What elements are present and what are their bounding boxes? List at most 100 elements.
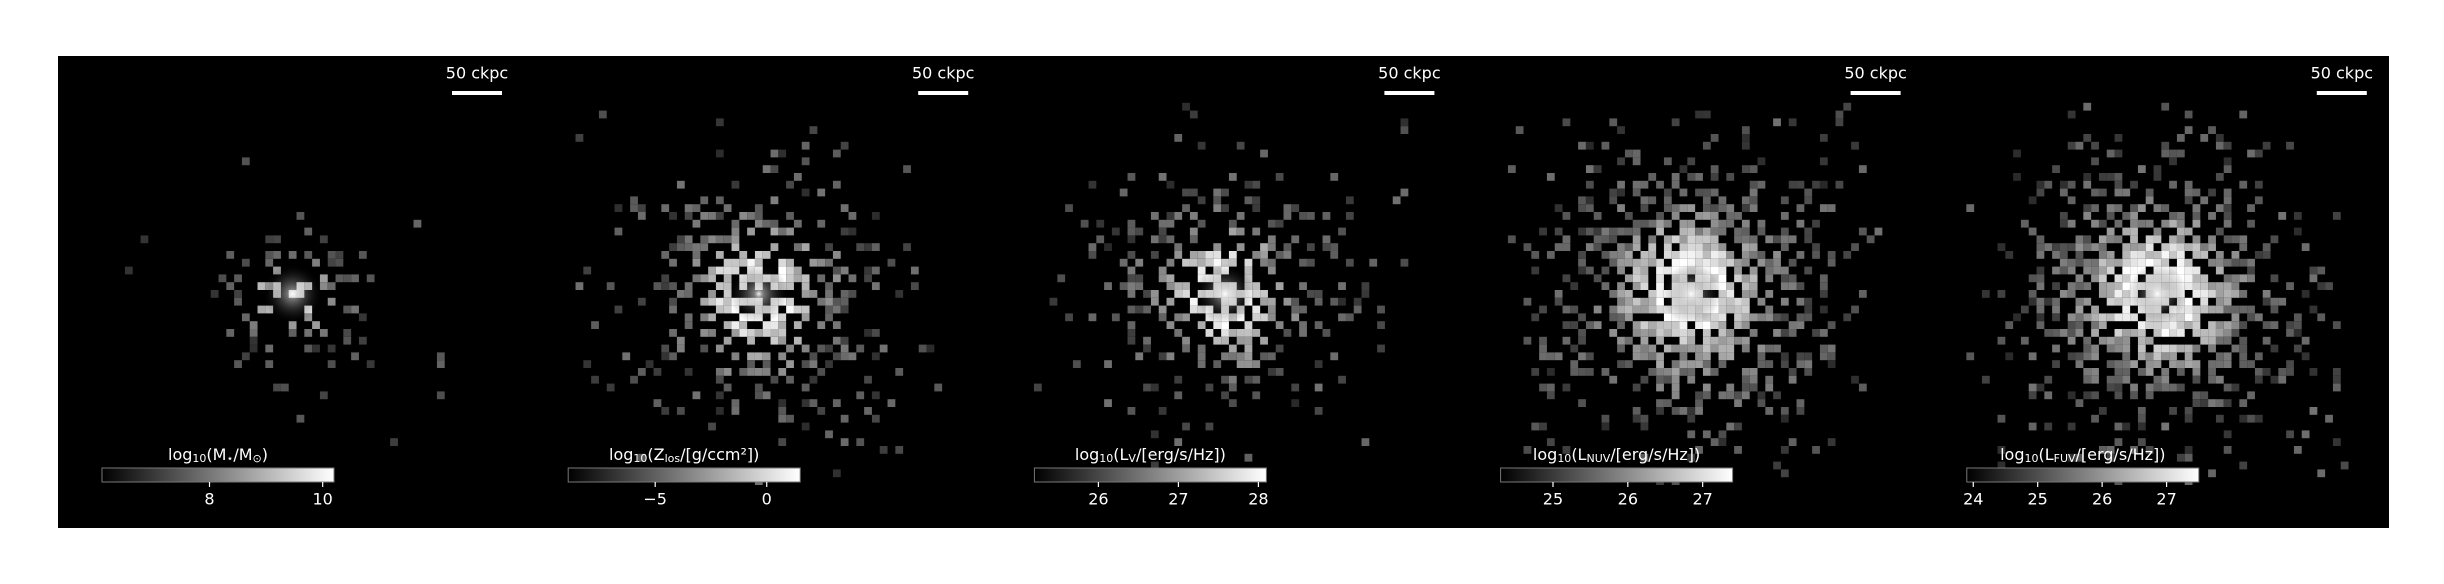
image-pixel	[2114, 235, 2123, 244]
image-pixel	[2192, 360, 2201, 368]
image-pixel	[1749, 274, 1758, 283]
image-pixel	[1158, 173, 1167, 181]
image-pixel	[1804, 196, 1813, 205]
image-pixel	[2075, 329, 2084, 337]
image-pixel	[2067, 180, 2076, 189]
image-pixel	[1827, 352, 1836, 361]
image-pixel	[1143, 383, 1151, 392]
image-pixel	[1780, 407, 1789, 415]
image-pixel	[1679, 329, 1688, 337]
image-pixel	[413, 219, 422, 228]
image-pixel	[1213, 251, 1222, 259]
image-pixel	[2231, 251, 2240, 259]
image-pixel	[2169, 212, 2177, 220]
image-pixel	[1593, 227, 1602, 236]
image-pixel	[1632, 383, 1641, 392]
image-pixel	[1741, 391, 1750, 400]
image-pixel	[1718, 329, 1727, 337]
image-pixel	[1166, 219, 1175, 228]
image-pixel	[1221, 391, 1229, 400]
image-pixel	[832, 149, 841, 158]
image-pixel	[2247, 219, 2255, 228]
image-pixel	[1267, 297, 1276, 306]
image-pixel	[1749, 204, 1758, 212]
image-pixel	[1632, 407, 1641, 415]
image-pixel	[2075, 305, 2084, 314]
image-pixel	[1166, 212, 1175, 220]
image-pixel	[2067, 321, 2076, 329]
colorbar-label-part: 10	[1099, 452, 1113, 465]
image-pixel	[1523, 243, 1532, 251]
image-pixel	[1648, 258, 1657, 267]
image-pixel	[1656, 266, 1664, 275]
image-pixel	[2067, 313, 2076, 322]
image-pixel	[2247, 204, 2255, 212]
image-pixel	[637, 297, 646, 306]
image-pixel	[731, 329, 740, 337]
image-pixel	[1734, 274, 1742, 283]
image-pixel	[1656, 383, 1664, 392]
image-pixel	[778, 321, 787, 329]
image-pixel	[1734, 391, 1742, 400]
image-pixel	[327, 282, 336, 290]
image-pixel	[2044, 422, 2053, 431]
image-pixel	[1617, 344, 1625, 353]
image-pixel	[2067, 391, 2076, 400]
image-pixel	[1182, 336, 1190, 345]
image-pixel	[1601, 251, 1610, 259]
image-pixel	[1088, 251, 1097, 259]
image-pixel	[715, 305, 724, 314]
image-pixel	[723, 383, 732, 392]
image-pixel	[614, 305, 623, 314]
image-pixel	[747, 227, 755, 236]
image-pixel	[1687, 329, 1696, 337]
colorbar-label-part: V	[1128, 452, 1136, 465]
image-pixel	[1624, 360, 1633, 368]
image-pixel	[1570, 305, 1579, 314]
image-pixel	[1741, 235, 1750, 244]
image-pixel	[2231, 258, 2240, 267]
image-pixel	[2122, 329, 2131, 337]
colorbar-label: log10(LV/[erg/s/Hz])	[1075, 445, 1226, 466]
image-pixel	[1780, 313, 1789, 322]
image-pixel	[871, 391, 880, 400]
image-pixel	[2161, 251, 2170, 259]
image-pixel	[2075, 235, 2084, 244]
image-pixel	[2192, 290, 2201, 298]
image-pixel	[700, 344, 709, 353]
image-pixel	[1554, 243, 1563, 251]
image-pixel	[2161, 243, 2170, 251]
image-pixel	[1648, 235, 1657, 244]
image-pixel	[1143, 344, 1151, 353]
image-pixel	[1773, 329, 1781, 337]
image-pixel	[1213, 188, 1222, 197]
image-pixel	[2106, 204, 2115, 212]
image-pixel	[1671, 212, 1680, 220]
image-pixel	[2200, 391, 2209, 400]
image-pixel	[327, 258, 336, 267]
image-pixel	[778, 352, 787, 361]
image-pixel	[2083, 375, 2092, 384]
image-pixel	[1322, 212, 1331, 220]
image-pixel	[1687, 368, 1696, 376]
image-pixel	[1656, 329, 1664, 337]
image-pixel	[2098, 188, 2107, 197]
image-pixel	[1174, 290, 1183, 298]
image-pixel	[1812, 329, 1820, 337]
image-pixel	[1734, 321, 1742, 329]
image-pixel	[778, 227, 787, 236]
colorbar-label: log10(LFUV/[erg/s/Hz])	[2000, 445, 2165, 466]
image-pixel	[1228, 399, 1237, 407]
image-pixel	[895, 446, 904, 454]
image-pixel	[1275, 173, 1284, 181]
image-pixel	[2247, 414, 2255, 423]
image-pixel	[1726, 336, 1735, 345]
image-pixel	[840, 266, 849, 275]
image-pixel	[1291, 297, 1300, 306]
image-pixel	[1624, 313, 1633, 322]
image-pixel	[676, 407, 685, 415]
image-pixel	[1757, 344, 1766, 353]
image-pixel	[2317, 282, 2326, 290]
image-pixel	[1702, 329, 1711, 337]
